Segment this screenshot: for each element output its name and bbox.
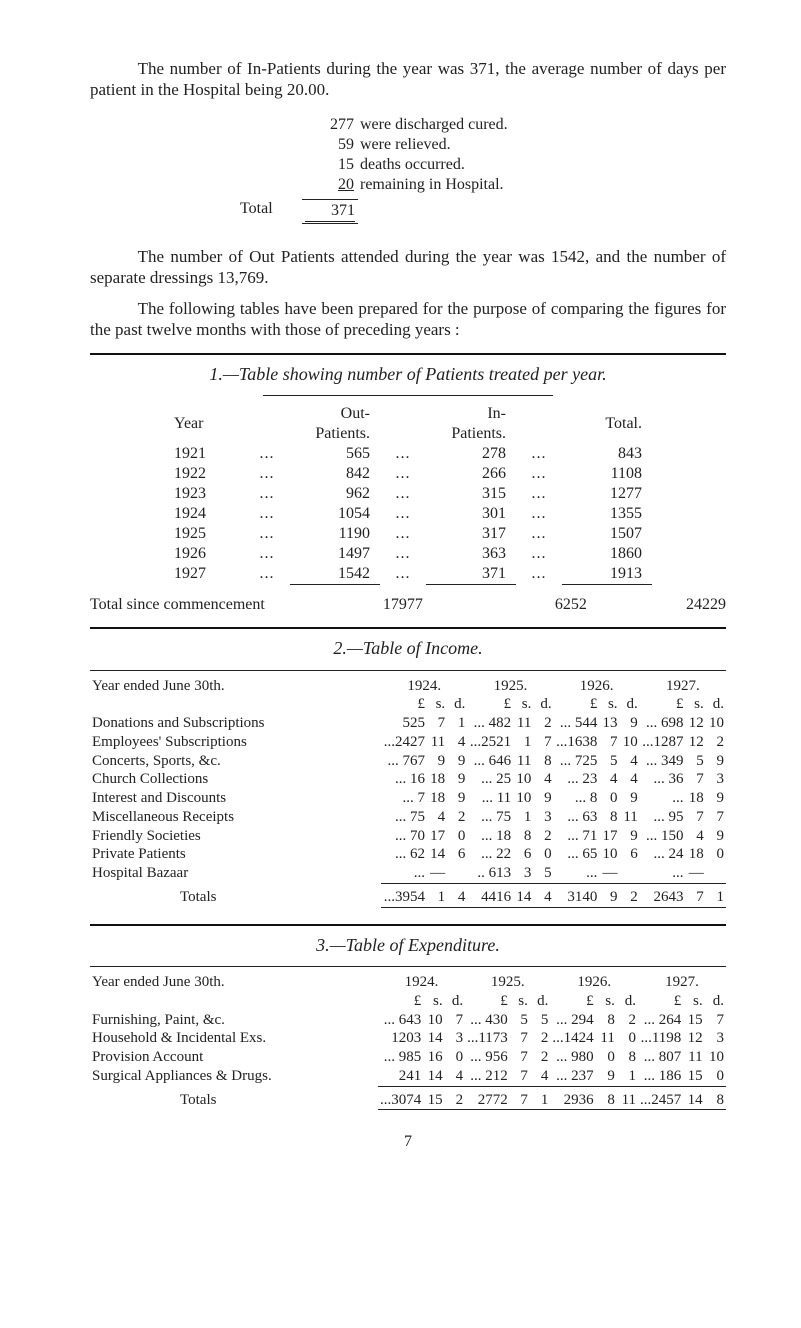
table-1-grand-total-row: Total since commencement 17977 6252 2422… xyxy=(90,595,726,615)
intro-paragraph-1: The number of In-Patients during the yea… xyxy=(90,58,726,101)
table-totals-row: Totals...3954144416144314092264371 xyxy=(90,888,726,907)
discharge-row: 277 were discharged cured. xyxy=(310,115,726,135)
table-row: 1924...1054...301...1355 xyxy=(164,504,652,524)
table-row: Friendly Societies... 70170... 1882... 7… xyxy=(90,827,726,846)
table-row: 1925...1190...317...1507 xyxy=(164,524,652,544)
table-row: 1921...565...278...843 xyxy=(164,444,652,464)
discharge-total-row: Total 371 xyxy=(240,199,726,224)
discharge-text: remaining in Hospital. xyxy=(360,175,504,195)
expenditure-table: Year ended June 30th.1924.1925.1926.1927… xyxy=(90,973,726,1114)
discharge-count: 277 xyxy=(310,115,360,135)
intro-paragraph-3: The following tables have been prepared … xyxy=(90,298,726,341)
table-row: Hospital Bazaar...—.. 61335...—...— xyxy=(90,864,726,883)
discharge-count: 15 xyxy=(310,155,360,175)
table-2-title: 2.—Table of Income. xyxy=(90,637,726,660)
table-year-header: Year ended June 30th.1924.1925.1926.1927… xyxy=(90,677,726,696)
discharge-total-value: 371 xyxy=(302,199,358,224)
table-row: 1922...842...266...1108 xyxy=(164,464,652,484)
discharge-count: 59 xyxy=(310,135,360,155)
discharge-row: 15 deaths occurred. xyxy=(310,155,726,175)
discharge-list: 277 were discharged cured.59 were reliev… xyxy=(310,115,726,195)
page-number: 7 xyxy=(90,1132,726,1152)
col-header: Total. xyxy=(562,404,652,444)
rule-under-title-3 xyxy=(90,966,726,967)
grand-total-in: 6252 xyxy=(423,595,587,615)
income-table: Year ended June 30th.1924.1925.1926.1927… xyxy=(90,677,726,912)
intro-paragraph-2: The number of Out Patients attended duri… xyxy=(90,246,726,289)
table-row: Miscellaneous Receipts... 7542... 7513..… xyxy=(90,808,726,827)
discharge-row: 59 were relieved. xyxy=(310,135,726,155)
rule-above-table-1 xyxy=(90,353,726,355)
table-row: 1927...1542...371...1913 xyxy=(164,564,652,585)
table-year-header: Year ended June 30th.1924.1925.1926.1927… xyxy=(90,973,726,992)
table-lsd-header: £s.d.£s.d.£s.d.£s.d. xyxy=(90,992,726,1011)
table-row: Household & Incidental Exs.1203143...117… xyxy=(90,1029,726,1048)
col-header: Year xyxy=(164,404,244,444)
discharge-row: 20 remaining in Hospital. xyxy=(310,175,726,195)
discharge-count: 20 xyxy=(310,175,360,195)
discharge-text: were discharged cured. xyxy=(360,115,508,135)
table-row: 1923...962...315...1277 xyxy=(164,484,652,504)
discharge-text: were relieved. xyxy=(360,135,451,155)
table-row: Concerts, Sports, &c.... 76799... 646118… xyxy=(90,752,726,771)
table-lsd-header: £s.d.£s.d.£s.d.£s.d. xyxy=(90,695,726,714)
discharge-total-label: Total xyxy=(240,199,302,224)
table-row: Surgical Appliances & Drugs.241144... 21… xyxy=(90,1067,726,1086)
table-1-title: 1.—Table showing number of Patients trea… xyxy=(90,363,726,386)
table-row: Donations and Subscriptions52571... 4821… xyxy=(90,714,726,733)
patients-per-year-table: Year Out-Patients. In-Patients. Total.1921.… xyxy=(164,404,652,585)
table-row: Private Patients... 62146... 2260... 651… xyxy=(90,845,726,864)
table-row: Furnishing, Paint, &c.... 643107... 4305… xyxy=(90,1011,726,1030)
grand-total-label: Total since commencement xyxy=(90,595,319,615)
col-header: Out-Patients. xyxy=(290,404,380,444)
table-totals-row: Totals...30741522772712936811...2457148 xyxy=(90,1091,726,1110)
rule-under-title-2 xyxy=(90,670,726,671)
grand-total-out: 17977 xyxy=(319,595,423,615)
table-row: Church Collections... 16189... 25104... … xyxy=(90,770,726,789)
table-row: Provision Account... 985160... 95672... … xyxy=(90,1048,726,1067)
rule-under-title-1 xyxy=(263,395,553,396)
table-row: Interest and Discounts... 7189... 11109.… xyxy=(90,789,726,808)
col-header: In-Patients. xyxy=(426,404,516,444)
rule-above-table-2 xyxy=(90,627,726,629)
discharge-text: deaths occurred. xyxy=(360,155,465,175)
table-row: Employees' Subscriptions...2427114...252… xyxy=(90,733,726,752)
rule-above-table-3 xyxy=(90,924,726,926)
table-3-title: 3.—Table of Expenditure. xyxy=(90,934,726,957)
grand-total-all: 24229 xyxy=(587,595,726,615)
table-row: 1926...1497...363...1860 xyxy=(164,544,652,564)
